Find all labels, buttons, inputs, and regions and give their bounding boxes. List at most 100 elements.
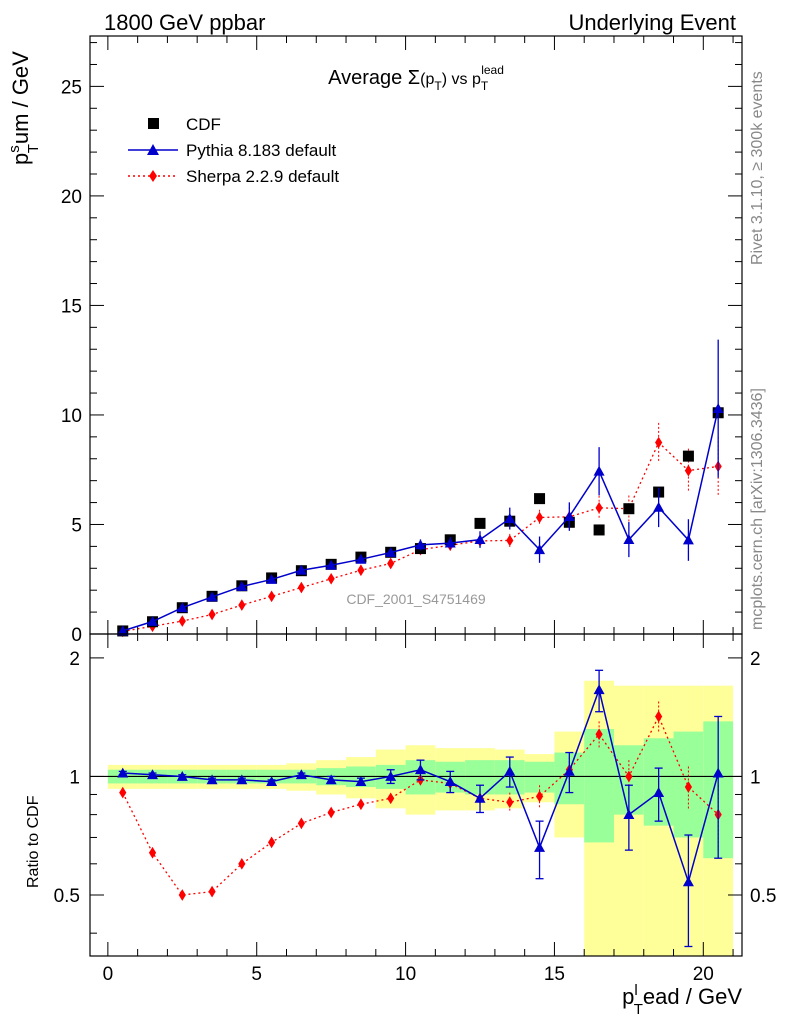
pythia-ratio-point <box>385 770 397 781</box>
pythia-ratio-point <box>712 767 724 778</box>
sherpa-ratio-point <box>327 806 335 819</box>
x-axis-label: pl Tead / GeV <box>622 982 742 1018</box>
sherpa-ratio-point <box>178 889 186 901</box>
title-sigma: Σ <box>408 67 420 89</box>
pythia-ratio-point <box>147 769 159 780</box>
pythia-ratio-point <box>534 842 546 852</box>
pythia-point <box>623 534 635 544</box>
y-tick-label: 0 <box>71 625 82 646</box>
xlabel-sup: l <box>634 982 637 999</box>
y-tick-label: 20 <box>61 187 82 208</box>
x-tick-label: 10 <box>395 964 416 985</box>
xlabel-rest: ead / GeV <box>643 984 742 1009</box>
pythia-ratio-point <box>414 764 426 775</box>
ratio-tick-label-right: 1 <box>750 767 761 788</box>
sherpa-point <box>327 572 335 585</box>
pythia-point <box>355 553 367 564</box>
sherpa-ratio-point <box>595 728 603 741</box>
ratio-y-axis-label: Ratio to CDF <box>25 795 42 888</box>
pythia-point <box>206 591 218 602</box>
sherpa-point <box>655 436 663 449</box>
sherpa-ratio-point <box>625 770 633 783</box>
pythia-point <box>176 602 188 613</box>
sherpa-ratio-point <box>535 790 544 803</box>
pythia-ratio-point <box>593 684 605 695</box>
pythia-ratio-point <box>474 792 486 803</box>
pythia-point <box>593 465 605 476</box>
pythia-ratio-point <box>117 767 129 778</box>
cdf-point <box>593 524 605 536</box>
sherpa-ratio-point <box>238 857 246 870</box>
sherpa-point <box>268 590 276 603</box>
title-lead-sub: T <box>481 79 489 93</box>
y-tick-label: 25 <box>61 77 82 98</box>
pythia-ratio-point <box>236 774 248 785</box>
title-paren-sub: T <box>434 79 442 93</box>
ylabel-sup: s <box>6 145 23 153</box>
sherpa-ratio-point <box>655 710 663 723</box>
pythia-point <box>653 501 665 512</box>
pythia-point <box>325 559 337 570</box>
title-paren-open: (p <box>420 71 434 88</box>
sherpa-point <box>297 581 305 594</box>
title-main: Average <box>328 67 408 89</box>
legend-marker-sherpa <box>149 170 157 182</box>
sherpa-ratio-point <box>357 798 365 811</box>
cdf-point <box>474 517 486 529</box>
ratio-tick-label-left: 1 <box>69 767 80 788</box>
ylabel-p: p <box>8 153 33 165</box>
pythia-ratio-point <box>355 776 367 787</box>
pythia-ratio-point <box>653 787 665 797</box>
sherpa-ratio-point <box>119 786 127 799</box>
pythia-point <box>444 537 456 548</box>
sherpa-ratio-point <box>387 792 395 805</box>
sherpa-point <box>238 599 246 611</box>
pythia-point <box>563 511 575 521</box>
pythia-ratio-point <box>444 776 456 787</box>
sherpa-point <box>535 511 544 524</box>
legend-label-sherpa: Sherpa 2.2.9 default <box>186 167 339 186</box>
pythia-point <box>295 564 307 575</box>
cdf-point <box>623 503 635 515</box>
sherpa-point <box>595 501 603 514</box>
pythia-point <box>474 534 486 544</box>
y-tick-label: 15 <box>61 296 82 317</box>
pythia-ratio-point <box>682 876 694 887</box>
x-tick-label: 15 <box>544 964 565 985</box>
sherpa-point <box>506 534 514 547</box>
ratio-tick-label-right: 0.5 <box>750 886 776 907</box>
tick-layer: 0 5 10 15 20 0 5 10 15 20 25 0.5 0.5 1 1 2 2 <box>54 36 776 985</box>
sherpa-ratio-point <box>268 836 276 849</box>
sherpa-line <box>122 441 719 633</box>
pythia-point <box>414 539 426 550</box>
pythia-point <box>712 403 724 413</box>
x-tick-label: 0 <box>103 964 114 985</box>
ratio-frame <box>89 633 743 957</box>
pythia-point <box>682 534 694 545</box>
chart-title: Average Σ(pT) vs pTlead <box>328 63 504 93</box>
ratio-series-layer <box>117 669 724 948</box>
title-vs: vs p <box>447 71 481 88</box>
pythia-ratio-point <box>206 774 218 785</box>
pythia-ratio-point <box>325 774 337 785</box>
pythia-point <box>504 513 516 523</box>
legend-label-cdf: CDF <box>186 115 221 134</box>
rivet-label: Rivet 3.1.10, ≥ 300k events <box>749 71 766 265</box>
sherpa-point <box>684 464 693 477</box>
xlabel-p: p <box>622 984 634 1009</box>
pythia-ratio-point <box>504 765 516 776</box>
sherpa-point <box>357 564 365 577</box>
pythia-point <box>236 580 248 591</box>
x-tick-label: 20 <box>693 964 714 985</box>
sherpa-ratio-point <box>208 885 216 898</box>
sherpa-point <box>387 557 395 570</box>
header-left: 1800 GeV ppbar <box>104 10 265 35</box>
pythia-ratio-point <box>563 765 575 776</box>
ylabel-sub: T <box>25 144 42 153</box>
xlabel-sub: T <box>634 1001 643 1018</box>
title-paren-close: ) <box>442 71 447 88</box>
header-right: Underlying Event <box>568 10 736 35</box>
legend-label-pythia: Pythia 8.183 default <box>186 141 337 160</box>
sherpa-point <box>208 608 216 621</box>
x-tick-label: 5 <box>251 964 262 985</box>
